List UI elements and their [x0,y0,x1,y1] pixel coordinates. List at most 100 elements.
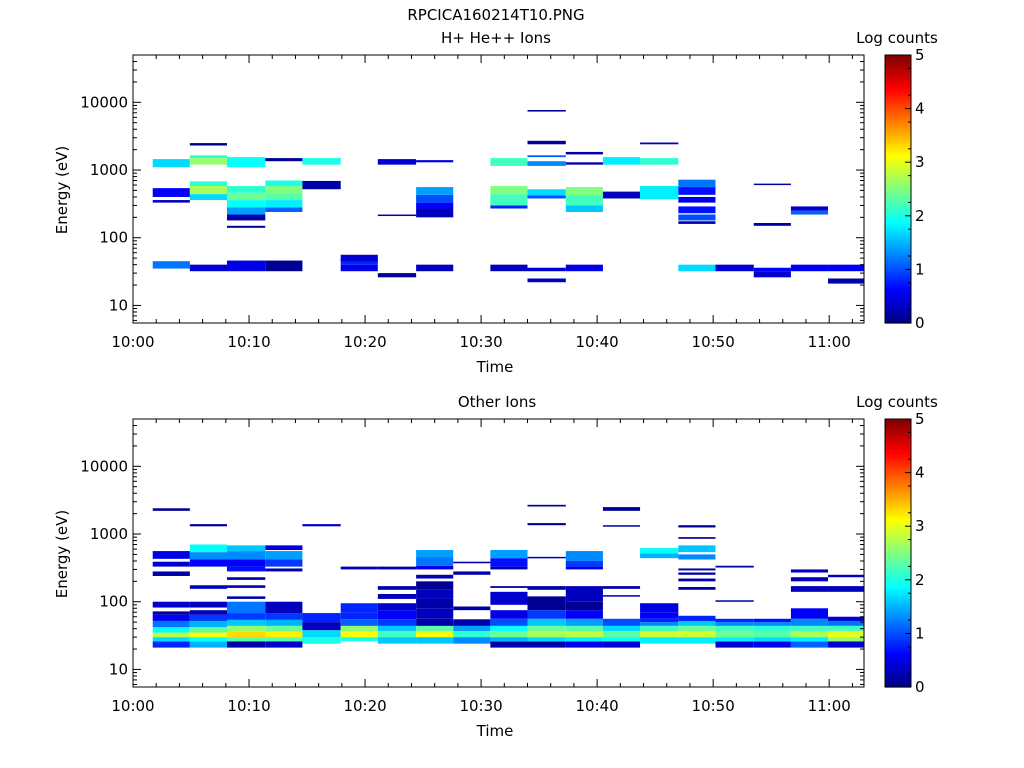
heatmap-cell [416,194,454,203]
heatmap-cell [453,606,491,611]
heatmap-cell [753,630,791,638]
heatmap-cell [226,157,266,168]
heatmap-cell [565,151,603,155]
colorbar-swatch [885,272,911,276]
x-tick-label: 10:00 [111,697,154,715]
colorbar-swatch [885,617,911,621]
colorbar-swatch [885,657,911,661]
heatmap-cell [753,625,791,631]
colorbar-swatch [885,258,911,262]
colorbar-swatch [885,491,911,495]
heatmap-cell [265,545,303,551]
colorbar-swatch [885,127,911,131]
heatmap-cell [189,194,227,201]
colorbar-swatch [885,486,911,490]
heatmap-cell [490,610,528,619]
colorbar: 0 1 2 3 4 5 [884,410,925,696]
colorbar-swatch [885,440,911,444]
x-tick-label: 10:10 [227,697,270,715]
heatmap-cell [715,630,754,638]
heatmap-cell [226,551,266,560]
heatmap-cell [453,561,491,564]
heatmap-cell [265,200,303,208]
heatmap-cell [265,193,303,201]
colorbar-swatch [885,256,911,260]
heatmap-cell [828,574,864,578]
colorbar-swatch [885,585,911,589]
colorbar-swatch [885,89,911,94]
colorbar-tick-label: 4 [915,464,925,482]
x-tick-label: 10:50 [692,333,735,351]
colorbar-swatch [885,95,911,99]
colorbar-swatch [885,451,911,455]
colorbar-swatch [885,253,911,257]
colorbar-swatch [885,649,911,653]
heatmap-cell [678,586,716,590]
heatmap-cell [490,558,528,567]
heatmap-cell [340,566,378,570]
heatmap-cell [790,569,829,573]
heatmap-cell [678,572,716,575]
colorbar-tick-label: 2 [915,207,925,225]
colorbar-swatch [885,469,911,474]
colorbar-swatch [885,199,911,203]
heatmap-cell [265,641,303,648]
heatmap-cell [189,632,227,638]
heatmap-cell [377,603,417,611]
heatmap-cell [416,581,454,590]
colorbar-swatch [885,242,911,246]
colorbar-swatch [885,539,911,543]
x-tick-label: 10:40 [576,697,619,715]
colorbar-tick-label: 3 [915,153,925,171]
colorbar-swatch [885,665,911,669]
colorbar-swatch [885,250,911,254]
x-tick-label: 10:30 [459,333,502,351]
colorbar-swatch [885,92,911,96]
panel-other-ions: Other Ions 10:00 10:10 10:20 10:30 10:40 10:5… [53,393,938,740]
colorbar-swatch [885,202,911,206]
heatmap-cell [715,600,754,602]
colorbar-tick-label: 5 [915,46,925,64]
heatmap-cell [340,637,378,642]
colorbar-swatch [885,312,911,316]
colorbar-swatch [885,598,911,602]
heatmap-cell [226,192,266,201]
heatmap-cell [416,550,454,558]
colorbar-tick-label: 0 [915,678,925,696]
heatmap-cell [640,158,679,165]
heatmap-cell [678,179,716,188]
colorbar-tick-label: 3 [915,517,925,535]
colorbar-swatch [885,590,911,594]
heatmap-cell [377,273,417,278]
heatmap-cell [416,589,454,599]
colorbar-swatch [885,456,911,460]
colorbar-swatch [885,488,911,492]
heatmap-cell [340,619,378,626]
heatmap-cell [189,637,227,642]
heatmap-cell [753,222,791,226]
heatmap-cell [678,196,716,203]
heatmap-cell [265,613,303,620]
heatmap-cell [678,625,716,631]
heatmap-cell [189,601,227,608]
heatmap-cell [416,608,454,619]
colorbar-swatch [885,622,911,626]
y-tick-label: 1000 [90,161,128,179]
colorbar-swatch [885,504,911,509]
heatmap-cell [265,551,303,560]
heatmap-cell [565,195,603,206]
heatmap-cell [753,267,791,272]
colorbar-swatch [885,609,911,613]
colorbar-swatch [885,595,911,600]
colorbar-swatch [885,108,911,112]
colorbar-swatch [885,601,911,605]
heatmap-cell [527,155,566,158]
heatmap-cell [189,627,227,633]
colorbar-swatch [885,237,911,241]
colorbar-swatch [885,620,911,624]
heatmap-cell [527,267,566,272]
heatmap-cell [490,566,528,570]
heatmap-cell [340,264,378,272]
colorbar-tick-label: 2 [915,571,925,589]
colorbar-swatch [885,579,911,584]
